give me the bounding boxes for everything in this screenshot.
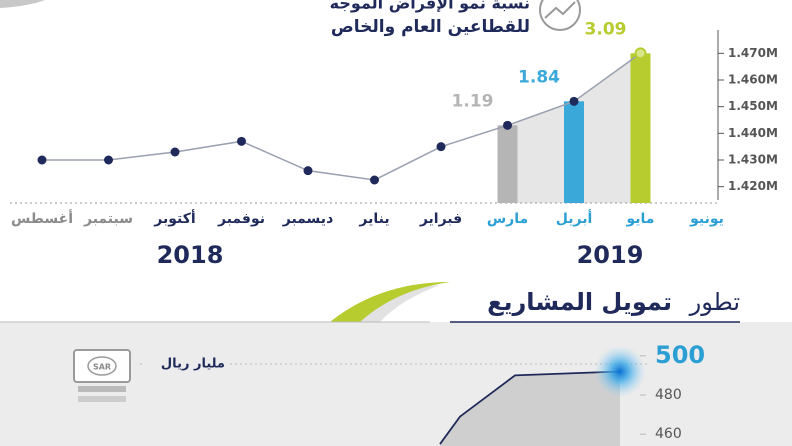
- data-point: [370, 175, 379, 185]
- unit-label: مليار ريال: [161, 357, 225, 372]
- x-tick-label: أغسطس: [11, 209, 73, 227]
- growth-bar: [497, 125, 518, 203]
- sar-icon: [73, 349, 131, 402]
- growth-label: 3.09: [585, 19, 627, 39]
- data-point: [170, 147, 180, 157]
- growth-label: 1.84: [518, 67, 560, 87]
- data-point: [37, 155, 47, 165]
- icon-label: SAR: [93, 363, 111, 372]
- y-tick-label: 480: [655, 387, 682, 403]
- x-tick-label: يناير: [358, 211, 389, 227]
- corner-decoration: [0, 0, 45, 8]
- chart-title: نسبة نمو الإقراض الموجه: [330, 0, 530, 13]
- data-point: [237, 136, 246, 146]
- section-background: [0, 322, 792, 446]
- funding-chart: 460 480 500: [439, 341, 705, 446]
- unit-backdrop: [145, 354, 230, 374]
- x-tick-label: يونيو: [689, 211, 724, 227]
- x-tick-label: أبريل: [556, 209, 593, 227]
- x-tick-label: ديسمبر: [282, 211, 334, 227]
- x-tick-label: مارس: [487, 211, 528, 227]
- growth-bar: [564, 101, 584, 203]
- y-tick-label: 460: [655, 426, 682, 442]
- y-tick-label: 1.420M: [728, 179, 778, 193]
- highlight-glow: [594, 345, 646, 398]
- x-tick-label: أكتوبر: [153, 209, 195, 227]
- y-tick-label: 1.470M: [728, 46, 778, 60]
- data-point: [503, 120, 512, 130]
- x-tick-label: سبتمبر: [83, 211, 133, 227]
- y-tick-label: 1.450M: [728, 99, 778, 113]
- data-point: [303, 166, 313, 176]
- y-tick-label: 500: [655, 341, 705, 369]
- line: [42, 52, 641, 181]
- data-point: [634, 47, 647, 60]
- title-icon: [539, 0, 581, 31]
- data-point: [569, 96, 579, 106]
- area-fill: [440, 371, 620, 446]
- y-tick-label: 1.430M: [728, 153, 778, 167]
- chart-subtitle: للقطاعين العام والخاص: [331, 17, 530, 37]
- swoosh-accent: [330, 282, 450, 322]
- data-point: [104, 155, 113, 165]
- period-label: 2018: [157, 241, 224, 269]
- growth-label: 1.19: [452, 91, 494, 111]
- growth-bar: [630, 53, 651, 204]
- period-label: 2019: [577, 241, 644, 269]
- y-tick-label: 1.460M: [728, 73, 778, 87]
- data-point: [436, 142, 446, 152]
- x-tick-label: نوفمبر: [217, 211, 265, 227]
- section-title-bold: تمويل المشاريع: [487, 288, 672, 316]
- y-tick-label: 1.440M: [728, 126, 778, 140]
- growth-chart: 1.420M 1.430M 1.440M 1.450M 1.460M 1.470M 1.19…: [10, 19, 778, 269]
- area-line: [439, 370, 621, 445]
- section-title: تطور: [689, 288, 740, 316]
- x-tick-label: مايو: [626, 211, 655, 227]
- x-tick-label: فبراير: [419, 211, 462, 227]
